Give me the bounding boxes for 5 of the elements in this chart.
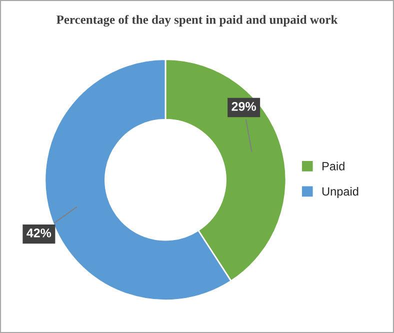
data-label: 29% [232,102,256,111]
legend-label: Paid [322,162,344,170]
data-label: 42% [26,228,52,238]
legend-label: Unpaid [322,186,358,198]
chart-title: Percentage of the day spent in paid and unpaid work [56,14,338,27]
